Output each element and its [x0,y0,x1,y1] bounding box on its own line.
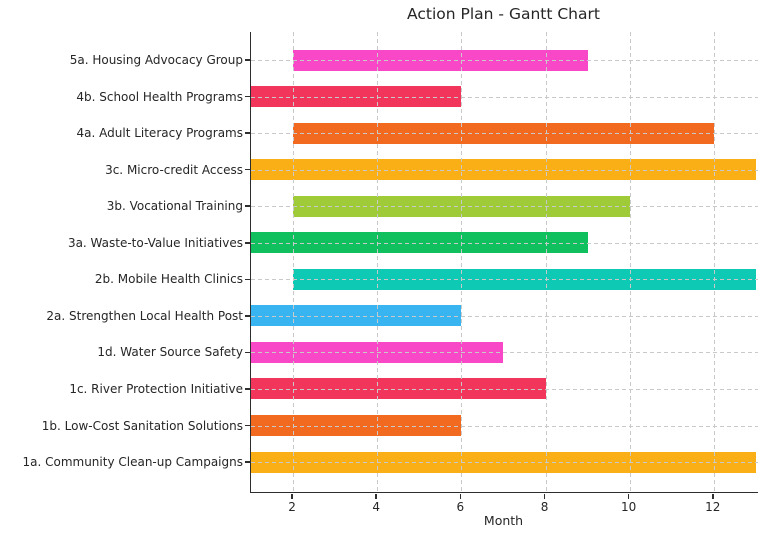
y-tick-label: 3a. Waste-to-Value Initiatives [67,235,243,250]
x-tick-label: 2 [288,500,296,514]
horizontal-gridline [251,352,758,354]
y-tick-label: 2a. Strengthen Local Health Post [46,308,243,323]
vertical-gridline [293,32,295,492]
y-tick-label: 4a. Adult Literacy Programs [76,126,243,141]
y-axis-tick [245,241,250,244]
y-axis-tick [245,95,250,98]
x-axis-tick [543,493,546,499]
y-tick-label: 2b. Mobile Health Clinics [94,272,243,287]
vertical-gridline [545,32,547,492]
y-tick-label: 4b. School Health Programs [76,89,243,104]
y-tick-label: 1a. Community Clean-up Campaigns [22,455,243,470]
plot-area [250,32,758,493]
y-axis-tick [245,168,250,171]
horizontal-gridline [251,315,758,317]
horizontal-gridline [251,462,758,464]
horizontal-gridline [251,60,758,61]
horizontal-gridline [251,242,758,244]
vertical-gridline [377,32,379,492]
y-tick-label: 5a. Housing Advocacy Group [69,53,243,67]
horizontal-gridline [251,133,758,135]
horizontal-gridline [251,388,758,390]
x-tick-label: 4 [372,500,381,514]
vertical-gridline [629,32,631,492]
y-tick-label: 3b. Vocational Training [106,199,243,214]
x-tick-label: 6 [456,500,465,514]
y-tick-label: 1c. River Protection Initiative [69,381,243,396]
y-axis-tick [245,424,250,427]
y-axis-tick [245,461,250,463]
x-tick-label: 10 [621,500,637,514]
x-axis-tick [375,493,378,499]
horizontal-gridline [251,206,758,208]
vertical-gridline [461,32,463,492]
x-axis-tick [291,493,293,499]
x-tick-label: 8 [540,500,549,514]
vertical-gridline [713,32,715,492]
chart-title: Action Plan - Gantt Chart [407,5,600,23]
x-tick-label: 12 [705,500,721,514]
x-axis-label: Month [483,513,524,528]
horizontal-gridline [251,96,758,98]
x-axis-tick [712,493,714,499]
y-axis-tick [245,59,250,61]
x-axis-tick [459,493,462,499]
y-axis-tick [245,278,250,281]
y-tick-label: 1b. Low-Cost Sanitation Solutions [41,418,243,433]
y-axis-tick [245,388,250,390]
x-axis-tick [627,493,630,499]
y-axis-tick [245,132,250,134]
y-tick-label: 3c. Micro-credit Access [105,162,243,177]
horizontal-gridline [251,169,758,171]
horizontal-gridline [251,425,758,427]
y-axis-tick [245,351,250,354]
y-tick-label: 1d. Water Source Safety [97,345,243,360]
y-axis-tick [245,205,250,207]
horizontal-gridline [251,279,758,281]
y-axis-tick [245,315,250,317]
